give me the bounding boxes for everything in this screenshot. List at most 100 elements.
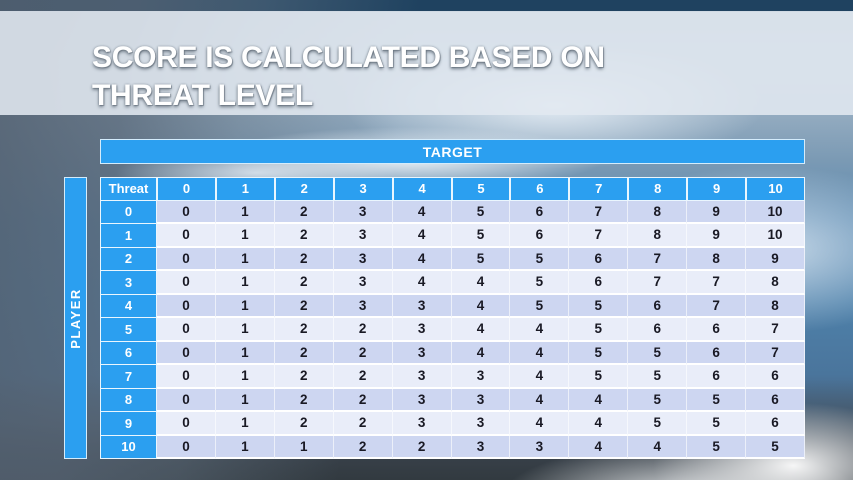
score-cell-r7-c7: 5 xyxy=(569,365,629,389)
score-cell-r4-c2: 2 xyxy=(274,294,334,318)
score-cell-r3-c9: 7 xyxy=(687,271,747,295)
score-cell-r5-c4: 3 xyxy=(392,318,452,342)
score-cell-r2-c8: 7 xyxy=(628,247,688,271)
score-cell-r8-c2: 2 xyxy=(274,388,334,412)
score-cell-r3-c10: 8 xyxy=(746,271,805,295)
column-header-1: 1 xyxy=(215,177,275,201)
score-cell-r7-c2: 2 xyxy=(274,365,334,389)
score-cell-r2-c2: 2 xyxy=(274,247,334,271)
score-cell-r5-c8: 6 xyxy=(628,318,688,342)
row-header-9: 9 xyxy=(100,412,157,436)
table-body: 0 0 1 2 3 4 5 6 7 8 9 10 1 0 1 2 3 4 5 6 7 8 9 10 2 0 1 2 3 4 5 5 6 7 8 9 3 0… xyxy=(100,200,805,459)
score-cell-r1-c1: 1 xyxy=(215,224,275,248)
score-cell-r2-c9: 8 xyxy=(687,247,747,271)
score-cell-r6-c3: 2 xyxy=(333,341,393,365)
score-cell-r0-c7: 7 xyxy=(569,200,629,224)
score-cell-r0-c10: 10 xyxy=(746,200,805,224)
score-cell-r4-c0: 0 xyxy=(157,294,216,318)
score-cell-r9-c6: 4 xyxy=(510,412,570,436)
score-cell-r2-c0: 0 xyxy=(157,247,216,271)
score-cell-r7-c1: 1 xyxy=(215,365,275,389)
page-title: SCORE IS CALCULATED BASED ON THREAT LEVEL xyxy=(92,39,605,115)
row-header-2: 2 xyxy=(100,247,157,271)
score-cell-r3-c0: 0 xyxy=(157,271,216,295)
score-cell-r0-c4: 4 xyxy=(392,200,452,224)
score-cell-r4-c6: 5 xyxy=(510,294,570,318)
score-cell-r5-c5: 4 xyxy=(451,318,511,342)
score-cell-r1-c6: 6 xyxy=(510,224,570,248)
score-cell-r10-c6: 3 xyxy=(510,435,570,459)
score-cell-r1-c2: 2 xyxy=(274,224,334,248)
title-line-1: SCORE IS CALCULATED BASED ON xyxy=(92,41,605,74)
score-cell-r1-c8: 8 xyxy=(628,224,688,248)
column-header-6: 6 xyxy=(510,177,570,201)
score-cell-r6-c2: 2 xyxy=(274,341,334,365)
score-cell-r4-c4: 3 xyxy=(392,294,452,318)
score-cell-r2-c3: 3 xyxy=(333,247,393,271)
score-cell-r9-c3: 2 xyxy=(333,412,393,436)
score-cell-r0-c3: 3 xyxy=(333,200,393,224)
score-cell-r10-c0: 0 xyxy=(157,435,216,459)
score-cell-r9-c9: 5 xyxy=(687,412,747,436)
row-header-4: 4 xyxy=(100,294,157,318)
score-cell-r6-c1: 1 xyxy=(215,341,275,365)
score-cell-r2-c6: 5 xyxy=(510,247,570,271)
score-cell-r1-c0: 0 xyxy=(157,224,216,248)
score-cell-r9-c0: 0 xyxy=(157,412,216,436)
score-cell-r9-c7: 4 xyxy=(569,412,629,436)
table-row-1: 1 0 1 2 3 4 5 6 7 8 9 10 xyxy=(100,224,805,248)
table-row-10: 10 0 1 1 2 2 3 3 4 4 5 5 xyxy=(100,435,805,459)
score-cell-r2-c5: 5 xyxy=(451,247,511,271)
score-cell-r1-c4: 4 xyxy=(392,224,452,248)
title-line-2: THREAT LEVEL xyxy=(92,79,313,112)
score-cell-r5-c3: 2 xyxy=(333,318,393,342)
score-cell-r4-c1: 1 xyxy=(215,294,275,318)
column-header-9: 9 xyxy=(687,177,747,201)
row-header-3: 3 xyxy=(100,271,157,295)
score-cell-r8-c6: 4 xyxy=(510,388,570,412)
score-cell-r9-c2: 2 xyxy=(274,412,334,436)
score-cell-r0-c2: 2 xyxy=(274,200,334,224)
table-header-row: Threat 0 1 2 3 4 5 6 7 8 9 10 xyxy=(100,177,805,201)
score-cell-r6-c8: 5 xyxy=(628,341,688,365)
score-cell-r0-c6: 6 xyxy=(510,200,570,224)
column-header-7: 7 xyxy=(569,177,629,201)
score-cell-r10-c7: 4 xyxy=(569,435,629,459)
score-cell-r9-c10: 6 xyxy=(746,412,805,436)
score-cell-r3-c3: 3 xyxy=(333,271,393,295)
score-cell-r3-c1: 1 xyxy=(215,271,275,295)
score-cell-r6-c0: 0 xyxy=(157,341,216,365)
score-cell-r4-c9: 7 xyxy=(687,294,747,318)
score-cell-r5-c2: 2 xyxy=(274,318,334,342)
score-cell-r6-c6: 4 xyxy=(510,341,570,365)
score-cell-r8-c4: 3 xyxy=(392,388,452,412)
score-cell-r0-c0: 0 xyxy=(157,200,216,224)
score-cell-r10-c2: 1 xyxy=(274,435,334,459)
title-band: SCORE IS CALCULATED BASED ON THREAT LEVEL xyxy=(0,11,853,115)
column-header-4: 4 xyxy=(392,177,452,201)
player-axis-header: PLAYER xyxy=(64,177,87,459)
score-cell-r0-c5: 5 xyxy=(451,200,511,224)
score-cell-r9-c4: 3 xyxy=(392,412,452,436)
target-axis-header: TARGET xyxy=(100,139,805,164)
score-cell-r7-c8: 5 xyxy=(628,365,688,389)
score-cell-r4-c8: 6 xyxy=(628,294,688,318)
column-header-3: 3 xyxy=(333,177,393,201)
column-header-0: 0 xyxy=(157,177,216,201)
score-cell-r2-c10: 9 xyxy=(746,247,805,271)
score-cell-r8-c1: 1 xyxy=(215,388,275,412)
score-cell-r8-c7: 4 xyxy=(569,388,629,412)
score-cell-r3-c2: 2 xyxy=(274,271,334,295)
score-cell-r3-c4: 4 xyxy=(392,271,452,295)
table-head: Threat 0 1 2 3 4 5 6 7 8 9 10 xyxy=(100,177,805,201)
score-cell-r4-c5: 4 xyxy=(451,294,511,318)
row-header-6: 6 xyxy=(100,341,157,365)
score-cell-r3-c5: 4 xyxy=(451,271,511,295)
score-cell-r3-c6: 5 xyxy=(510,271,570,295)
score-cell-r6-c9: 6 xyxy=(687,341,747,365)
table-row-0: 0 0 1 2 3 4 5 6 7 8 9 10 xyxy=(100,200,805,224)
